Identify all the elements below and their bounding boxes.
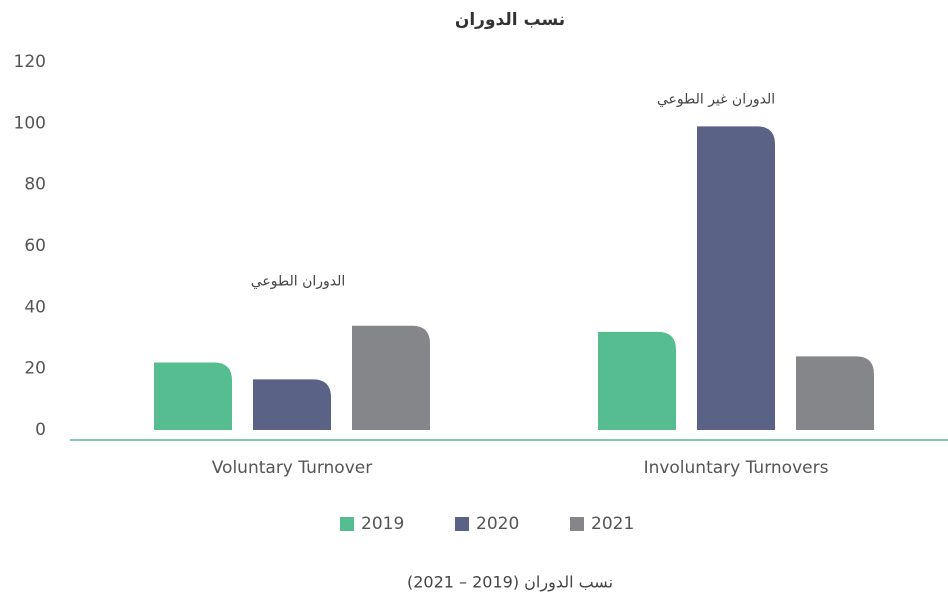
annotation: الدوران الطوعي xyxy=(251,274,346,290)
bar xyxy=(352,325,430,430)
x-tick-label: Involuntary Turnovers xyxy=(644,458,829,478)
y-tick-label: 40 xyxy=(24,297,46,317)
bar xyxy=(796,356,874,430)
legend-label: 2020 xyxy=(476,514,519,534)
y-tick-label: 20 xyxy=(24,359,46,379)
bar xyxy=(598,331,676,430)
annotation: الدوران غير الطوعي xyxy=(657,91,775,107)
y-tick-label: 60 xyxy=(24,236,46,256)
y-tick-label: 0 xyxy=(35,420,46,440)
legend-label: 2021 xyxy=(591,514,634,534)
bar xyxy=(154,362,232,430)
legend-swatch xyxy=(340,517,354,531)
legend-swatch xyxy=(455,517,469,531)
bar xyxy=(697,126,775,431)
legend-label: 2019 xyxy=(361,514,404,534)
chart-title: نسب الدوران xyxy=(455,10,565,30)
legend-swatch xyxy=(570,517,584,531)
x-tick-label: Voluntary Turnover xyxy=(212,458,372,478)
bar xyxy=(253,379,331,430)
y-tick-label: 80 xyxy=(24,175,46,195)
caption: نسب الدوران (2019 – 2021) xyxy=(407,573,613,593)
y-tick-label: 120 xyxy=(14,52,46,72)
y-tick-label: 100 xyxy=(14,113,46,133)
